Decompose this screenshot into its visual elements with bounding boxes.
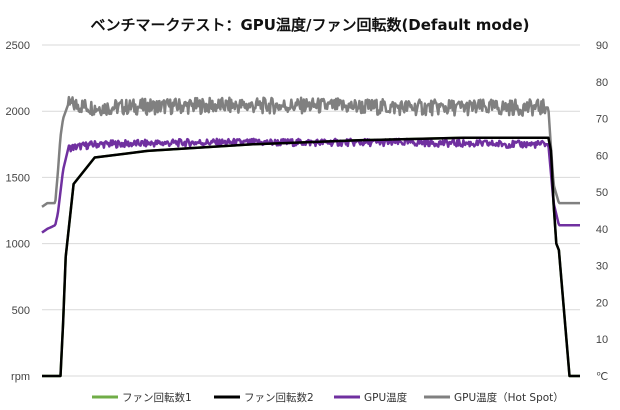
left-tick-label: 2500	[6, 40, 30, 52]
right-tick-label: ℃	[596, 371, 608, 383]
legend-label-gpu_temp: GPU温度	[364, 391, 408, 404]
series-layer	[41, 95, 581, 378]
right-tick-label: 20	[596, 297, 608, 309]
left-tick-label: 500	[12, 305, 30, 317]
series-line-fan1	[42, 136, 580, 378]
right-tick-label: 50	[596, 187, 608, 199]
left-tick-label: 2000	[6, 106, 30, 118]
right-tick-label: 40	[596, 224, 608, 236]
right-tick-label: 80	[596, 77, 608, 89]
right-tick-label: 30	[596, 261, 608, 273]
chart-title: ベンチマークテスト：GPU温度/ファン回転数(Default mode)	[90, 16, 529, 34]
right-axis: ℃ 10 20 30 40 50 60 70 80 90	[596, 40, 608, 383]
left-tick-label: 1000	[6, 239, 30, 251]
left-tick-label: 1500	[6, 172, 30, 184]
right-tick-label: 70	[596, 114, 608, 126]
right-tick-label: 90	[596, 40, 608, 52]
left-tick-label: rpm	[11, 371, 30, 383]
series-line-hotspot	[41, 95, 581, 208]
legend: ファン回転数1 ファン回転数2 GPU温度 GPU温度（Hot Spot）	[92, 391, 564, 404]
right-tick-label: 10	[596, 334, 608, 346]
right-tick-label: 60	[596, 150, 608, 162]
legend-label-hotspot: GPU温度（Hot Spot）	[454, 391, 564, 404]
legend-label-fan1: ファン回転数1	[122, 391, 192, 404]
series-line-gpu_temp	[41, 137, 581, 234]
series-line-fan2	[42, 136, 580, 378]
left-axis: rpm 500 1000 1500 2000 2500	[6, 40, 30, 383]
legend-label-fan2: ファン回転数2	[244, 391, 314, 404]
gridlines	[42, 44, 580, 377]
